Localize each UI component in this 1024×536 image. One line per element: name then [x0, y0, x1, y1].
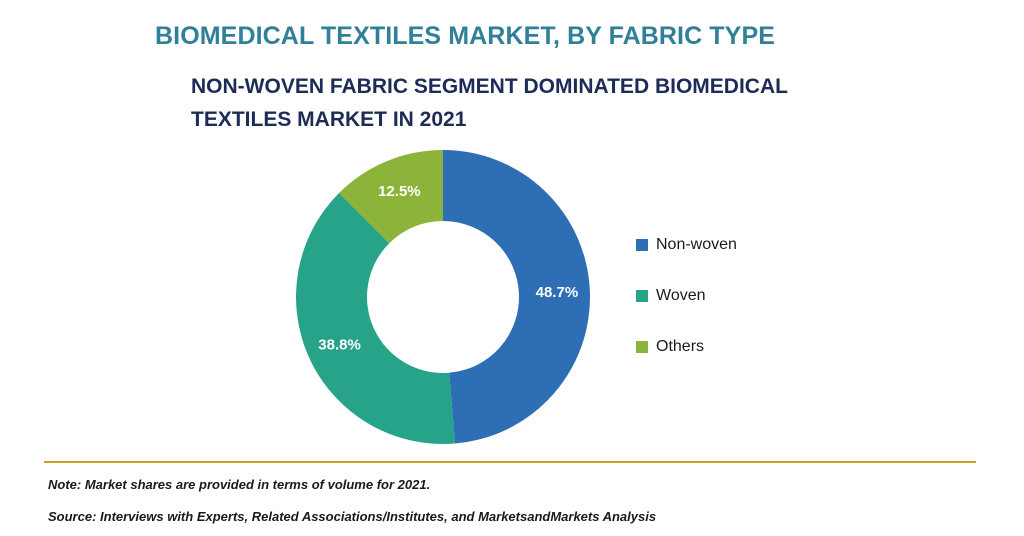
- legend-item-woven: Woven: [636, 285, 737, 336]
- source-text: Source: Interviews with Experts, Related…: [48, 509, 657, 524]
- legend-item-others: Others: [636, 336, 737, 387]
- slice-non-woven: [443, 150, 590, 444]
- chart-subtitle: NON-WOVEN FABRIC SEGMENT DOMINATED BIOME…: [191, 75, 788, 131]
- slice-label-woven: 38.8%: [318, 336, 361, 353]
- legend-label: Woven: [656, 287, 706, 304]
- slice-label-others: 12.5%: [378, 183, 421, 200]
- chart-legend: Non-woven Woven Others: [636, 234, 737, 387]
- legend-item-non-woven: Non-woven: [636, 234, 737, 285]
- legend-swatch: [636, 341, 648, 353]
- note-text: Note: Market shares are provided in term…: [48, 477, 431, 492]
- slice-woven: [296, 193, 455, 445]
- legend-label: Others: [656, 338, 705, 355]
- legend-swatch: [636, 239, 648, 251]
- legend-label: Non-woven: [656, 236, 737, 253]
- donut-chart: 48.7% 38.8% 12.5%: [296, 150, 590, 445]
- legend-swatch: [636, 290, 648, 302]
- page-title: BIOMEDICAL TEXTILES MARKET, BY FABRIC TY…: [155, 22, 775, 50]
- slice-label-non-woven: 48.7%: [536, 284, 579, 301]
- footer-divider: [44, 461, 976, 463]
- slice-others: [339, 150, 443, 244]
